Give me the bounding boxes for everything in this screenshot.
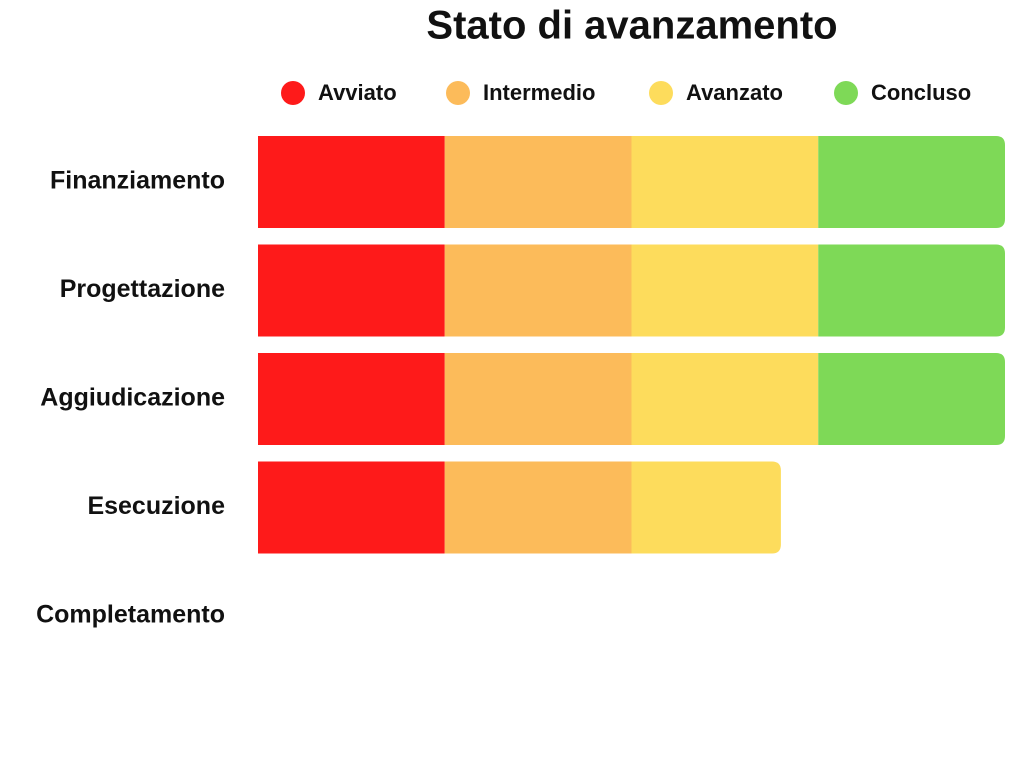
bar-segment [631,136,819,228]
legend-swatch [834,81,858,105]
category-label: Progettazione [60,275,225,303]
legend-label: Avanzato [686,80,783,105]
chart-title: Stato di avanzamento [426,4,837,48]
legend-swatch [281,81,305,105]
bar-segment [444,244,632,337]
bar-segment [631,244,819,337]
bar-segment [258,136,445,228]
bar-segment [631,461,781,554]
legend-swatch [649,81,673,105]
bar-segment [444,461,632,554]
bar-segment [258,353,445,445]
bar-segment [631,353,819,445]
category-label: Finanziamento [50,167,225,195]
category-label: Aggiudicazione [40,384,225,412]
bar-segment [818,136,1005,228]
bar-segment [258,244,445,337]
bar-segment [444,136,632,228]
category-label: Esecuzione [87,492,225,520]
legend-label: Intermedio [483,80,595,105]
bar-segment [444,353,632,445]
category-label: Completamento [36,601,225,629]
bar-segment [258,461,445,554]
legend-label: Avviato [318,80,397,105]
bar-segment [818,353,1005,445]
legend-swatch [446,81,470,105]
legend-label: Concluso [871,80,971,105]
bar-segment [818,244,1005,337]
